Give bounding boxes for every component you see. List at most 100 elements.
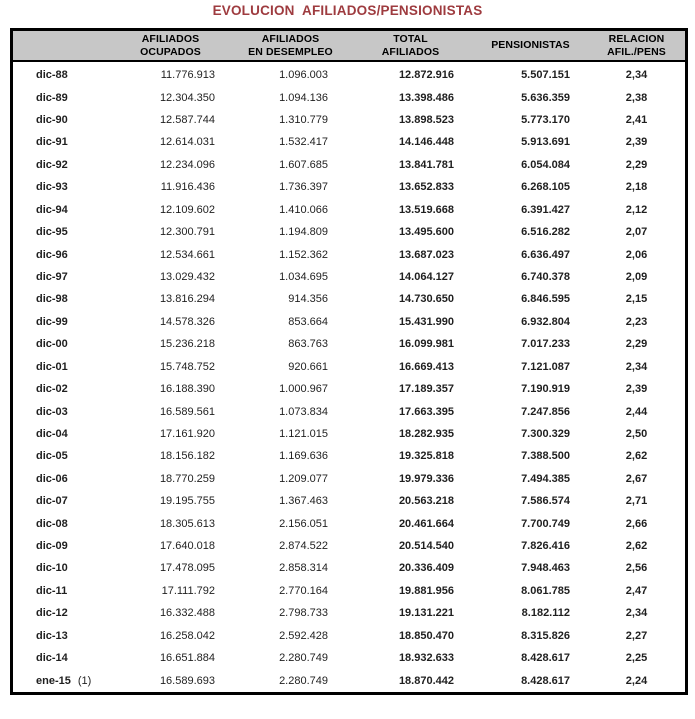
- table-row: dic-96 12.534.661 1.152.362 13.687.023 6.636…: [13, 243, 685, 265]
- relacion-cell: 2,25: [625, 652, 648, 665]
- period-label: dic-04: [36, 427, 68, 440]
- period-label: dic-91: [36, 136, 68, 149]
- period-label: dic-07: [36, 495, 68, 508]
- table-row: dic-00 15.236.218 863.763 16.099.981 7.017.2…: [13, 333, 685, 355]
- afiliados-ocupados-cell: 16.258.042: [159, 629, 215, 642]
- total-afiliados-cell: 19.881.956: [398, 584, 454, 597]
- header-afiliados-ocupados: AFILIADOS OCUPADOS: [108, 31, 233, 60]
- table-row: dic-91 12.614.031 1.532.417 14.146.448 5.913…: [13, 131, 685, 153]
- total-afiliados-cell: 13.898.523: [398, 114, 454, 127]
- relacion-cell: 2,50: [625, 427, 648, 440]
- table-row: dic-07 19.195.755 1.367.463 20.563.218 7.586…: [13, 490, 685, 512]
- period-label: dic-89: [36, 91, 68, 104]
- period-cell: dic-96: [13, 249, 108, 261]
- table-row: dic-02 16.188.390 1.000.967 17.189.357 7.190…: [13, 378, 685, 400]
- header-pensionistas-line1: PENSIONISTAS: [491, 39, 570, 51]
- header-afiliados-desempleo: AFILIADOS EN DESEMPLEO: [233, 31, 348, 60]
- afiliados-desempleo-cell: 1.736.397: [279, 181, 328, 194]
- pensionistas-cell: 8.061.785: [521, 584, 570, 597]
- afiliados-ocupados-cell: 12.300.791: [159, 226, 215, 239]
- afiliados-desempleo-cell: 1.094.136: [279, 91, 328, 104]
- afiliados-ocupados-cell: 11.916.436: [160, 181, 215, 194]
- period-label: dic-97: [36, 271, 68, 283]
- pensionistas-cell: 6.740.378: [521, 271, 570, 283]
- period-label: dic-09: [36, 540, 68, 553]
- relacion-cell: 2,06: [625, 248, 648, 261]
- pensionistas-cell: 6.054.084: [521, 158, 570, 171]
- period-label: dic-10: [36, 562, 68, 575]
- period-cell: dic-03: [13, 406, 108, 418]
- afiliados-ocupados-cell: 17.111.792: [161, 584, 215, 597]
- total-afiliados-cell: 18.870.442: [398, 674, 454, 687]
- afiliados-desempleo-cell: 1.310.779: [279, 114, 328, 127]
- period-label: dic-88: [36, 69, 68, 82]
- afiliados-desempleo-cell: 914.356: [288, 293, 328, 306]
- pensionistas-cell: 7.190.919: [521, 383, 570, 396]
- table-row: dic-04 17.161.920 1.121.015 18.282.935 7.300…: [13, 423, 685, 445]
- pensionistas-cell: 8.428.617: [521, 674, 570, 687]
- period-label: dic-00: [36, 338, 68, 351]
- afiliados-ocupados-cell: 12.534.661: [159, 248, 215, 261]
- period-cell: dic-13: [13, 630, 108, 642]
- afiliados-desempleo-cell: 2.874.522: [279, 540, 328, 553]
- afiliados-desempleo-cell: 1.209.077: [279, 472, 328, 485]
- afiliados-desempleo-cell: 2.280.749: [279, 652, 328, 665]
- pensionistas-cell: 6.268.105: [521, 181, 570, 194]
- period-cell: dic-02: [13, 383, 108, 395]
- period-label: dic-14: [36, 652, 68, 665]
- relacion-cell: 2,29: [625, 158, 648, 171]
- header-total-afiliados-line2: AFILIADOS: [381, 45, 440, 58]
- afiliados-ocupados-cell: 13.029.432: [159, 271, 215, 283]
- relacion-cell: 2,34: [625, 69, 648, 82]
- afiliados-ocupados-cell: 17.478.095: [159, 562, 215, 575]
- afiliados-desempleo-cell: 1.532.417: [279, 136, 328, 149]
- period-cell: dic-99: [13, 316, 108, 328]
- period-cell: dic-89: [13, 92, 108, 104]
- header-relacion-afil-pens: RELACION AFIL./PENS: [588, 31, 685, 60]
- period-label: dic-95: [36, 226, 68, 239]
- header-afiliados-ocupados-line1: AFILIADOS: [141, 32, 200, 45]
- afiliados-desempleo-cell: 1.073.834: [279, 405, 328, 418]
- afiliados-ocupados-cell: 17.640.018: [159, 540, 215, 553]
- total-afiliados-cell: 14.730.650: [398, 293, 454, 306]
- total-afiliados-cell: 17.663.395: [398, 405, 454, 418]
- afiliados-desempleo-cell: 2.280.749: [279, 674, 328, 687]
- pensionistas-cell: 7.494.385: [521, 472, 570, 485]
- total-afiliados-cell: 19.325.818: [398, 450, 454, 463]
- header-relacion-line1: RELACION: [608, 32, 665, 45]
- afiliados-ocupados-cell: 11.776.913: [160, 69, 215, 82]
- period-label: ene-15: [36, 674, 71, 687]
- period-cell: dic-95: [13, 226, 108, 238]
- afiliados-desempleo-cell: 1.121.015: [279, 427, 328, 440]
- table-row: dic-03 16.589.561 1.073.834 17.663.395 7.247…: [13, 400, 685, 422]
- afiliados-desempleo-cell: 1.607.685: [279, 158, 328, 171]
- relacion-cell: 2,24: [625, 674, 648, 687]
- pensionistas-cell: 7.300.329: [521, 427, 570, 440]
- total-afiliados-cell: 20.514.540: [398, 540, 454, 553]
- table-row: dic-06 18.770.259 1.209.077 19.979.336 7.494…: [13, 468, 685, 490]
- table-row: dic-01 15.748.752 920.661 16.669.413 7.121.0…: [13, 355, 685, 377]
- afiliados-ocupados-cell: 12.109.602: [159, 203, 215, 216]
- afiliados-desempleo-cell: 863.763: [288, 338, 328, 351]
- pensionistas-cell: 6.636.497: [521, 248, 570, 261]
- total-afiliados-cell: 13.841.781: [398, 158, 454, 171]
- period-cell: dic-88: [13, 69, 108, 81]
- afiliados-desempleo-cell: 1.034.695: [279, 271, 328, 283]
- afiliados-ocupados-cell: 16.651.884: [159, 652, 215, 665]
- relacion-cell: 2,62: [625, 540, 648, 553]
- relacion-cell: 2,41: [625, 114, 648, 127]
- header-total-afiliados: TOTAL AFILIADOS: [348, 31, 473, 60]
- afiliados-desempleo-cell: 1.152.362: [279, 248, 328, 261]
- period-cell: dic-04: [13, 428, 108, 440]
- total-afiliados-cell: 20.336.409: [398, 562, 454, 575]
- relacion-cell: 2,15: [625, 293, 648, 306]
- page-title: EVOLUCION AFILIADOS/PENSIONISTAS: [212, 3, 483, 18]
- header-periodo: [13, 31, 108, 60]
- table-row: dic-09 17.640.018 2.874.522 20.514.540 7.826…: [13, 535, 685, 557]
- period-cell: dic-01: [13, 361, 108, 373]
- period-cell: dic-12: [13, 607, 108, 619]
- afiliados-desempleo-cell: 1.367.463: [279, 495, 328, 508]
- period-cell: dic-94: [13, 204, 108, 216]
- pensionistas-cell: 6.846.595: [521, 293, 570, 306]
